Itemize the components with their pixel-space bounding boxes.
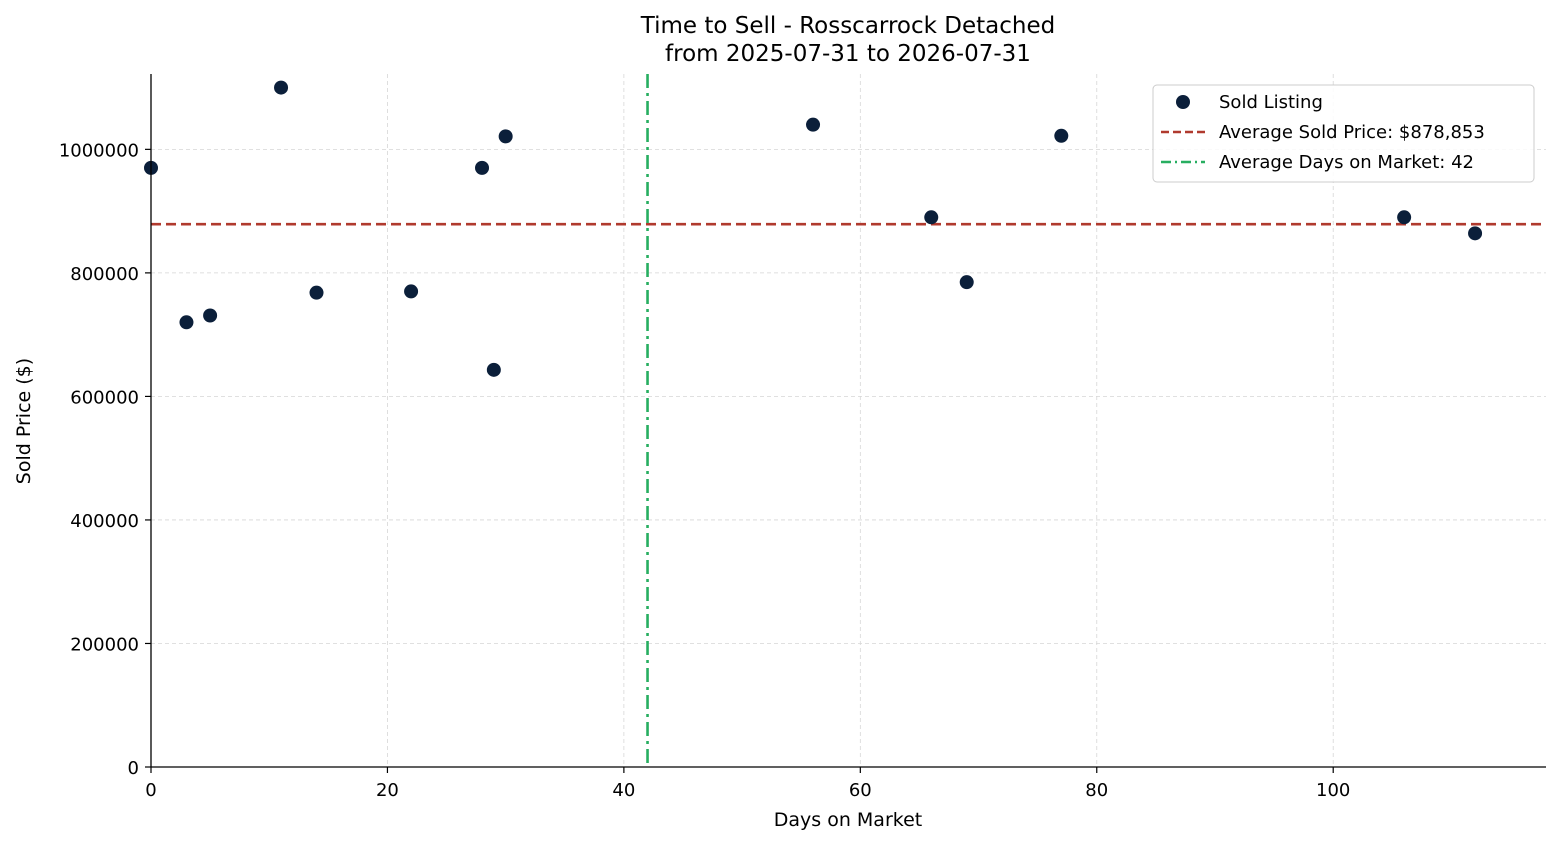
- x-tick-label: 80: [1085, 780, 1108, 801]
- data-point: [179, 315, 194, 330]
- data-point: [924, 210, 939, 225]
- legend-label: Average Days on Market: 42: [1219, 152, 1474, 173]
- x-axis-label: Days on Market: [774, 809, 922, 831]
- data-point: [498, 129, 513, 144]
- data-point: [309, 285, 324, 300]
- chart-title: Time to Sell - Rosscarrock Detached: [640, 13, 1055, 39]
- legend-box: [1152, 84, 1535, 183]
- legend-label: Average Sold Price: $878,853: [1219, 122, 1485, 143]
- y-tick-label: 0: [128, 758, 139, 779]
- data-point: [959, 275, 974, 290]
- y-tick-label: 1000000: [59, 140, 139, 161]
- x-tick-label: 20: [376, 780, 399, 801]
- y-tick-label: 800000: [70, 264, 139, 285]
- y-tick-label: 400000: [70, 511, 139, 532]
- data-point: [1468, 226, 1483, 241]
- data-point: [475, 160, 490, 175]
- reference-lines: [151, 74, 1546, 767]
- grid-lines: [151, 74, 1546, 767]
- y-tick-label: 200000: [70, 634, 139, 655]
- data-point: [486, 362, 501, 377]
- data-point: [806, 117, 821, 132]
- data-point: [1054, 128, 1069, 143]
- legend-label: Sold Listing: [1219, 92, 1323, 113]
- data-point: [203, 308, 218, 323]
- legend: Sold Listing Average Sold Price: $878,853…: [1152, 84, 1535, 183]
- x-tick-label: 60: [849, 780, 872, 801]
- scatter-points: [144, 80, 1483, 377]
- x-tick-label: 40: [612, 780, 635, 801]
- axes: [150, 74, 1546, 768]
- tick-labels: 0 20 40 60 80 100 0 200000 400000 600000 800000 100…: [59, 140, 1351, 801]
- data-point: [274, 80, 289, 95]
- x-tick-label: 0: [145, 780, 156, 801]
- data-point: [1397, 210, 1412, 225]
- y-axis-label: Sold Price ($): [13, 358, 35, 484]
- x-tick-label: 100: [1316, 780, 1350, 801]
- chart-subtitle: from 2025-07-31 to 2026-07-31: [665, 41, 1031, 67]
- legend-marker: [1176, 95, 1190, 109]
- y-tick-label: 600000: [70, 387, 139, 408]
- data-point: [404, 284, 419, 299]
